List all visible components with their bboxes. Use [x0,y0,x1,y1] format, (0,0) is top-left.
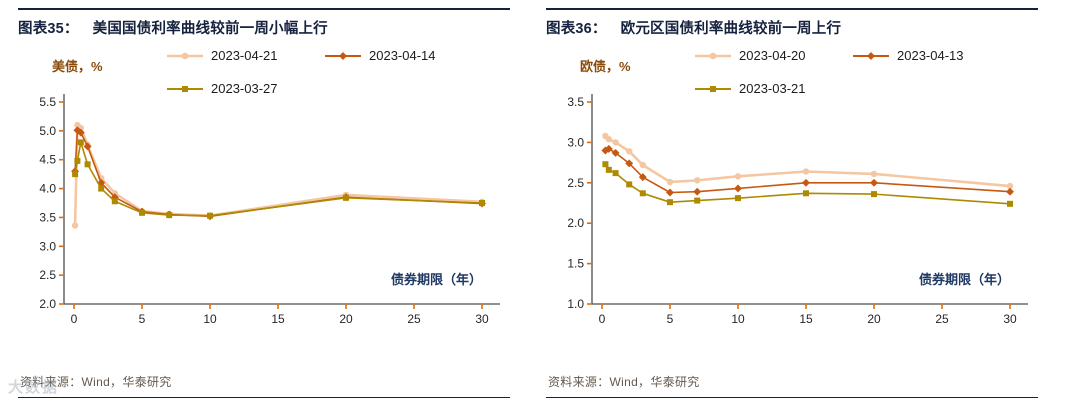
series-2023-03-27 [72,139,485,219]
svg-text:15: 15 [799,312,813,326]
chart-title-text: 美国国债利率曲线较前一周小幅上行 [92,21,328,37]
x-axis-ticks: 0 5 10 15 20 25 30 [599,304,1017,326]
x-axis-title: 债券期限（年） [391,272,482,287]
legend-item-2023-04-20: 2023-04-20 [694,48,852,63]
legend-label: 2023-04-20 [739,48,806,63]
legend-item-2023-03-21: 2023-03-21 [694,81,852,96]
us-yield-curve-plot: 2.0 2.5 3.0 3.5 4.0 4.5 5.0 5.5 0 5 10 15 20 25 30 债券期限… [39,94,500,326]
svg-text:5: 5 [667,312,674,326]
chart-area: 2.0 2.5 3.0 3.5 4.0 4.5 5.0 5.5 0 5 10 15 20 25 30 债券期限… [18,40,510,346]
svg-text:0: 0 [71,312,78,326]
legend-marker-icon [167,52,203,59]
chart-number-label: 图表35： [18,21,79,37]
legend: 2023-04-20 2023-04-13 2023-03-21 [694,48,1026,96]
svg-text:2.0: 2.0 [39,297,56,311]
legend-item-2023-04-14: 2023-04-14 [324,48,482,63]
svg-text:10: 10 [203,312,217,326]
svg-text:20: 20 [339,312,353,326]
series-2023-04-20 [602,132,1014,190]
svg-text:1.0: 1.0 [567,297,584,311]
legend-marker-icon [853,51,889,60]
svg-text:4.5: 4.5 [39,153,56,167]
svg-text:0: 0 [599,312,606,326]
y-axis-ticks: 1.0 1.5 2.0 2.5 3.0 3.5 [567,95,592,311]
legend-item-2023-04-21: 2023-04-21 [166,48,324,63]
legend-marker-icon [167,85,203,92]
legend-item-2023-03-27: 2023-03-27 [166,81,324,96]
eurozone-chart-panel: 图表36： 欧元区国债利率曲线较前一周上行 1.0 1.5 2.0 2.5 3.0 3.5 0… [546,8,1038,398]
x-axis-ticks: 0 5 10 15 20 25 30 [71,304,489,326]
y-axis-ticks: 2.0 2.5 3.0 3.5 4.0 4.5 5.0 5.5 [39,95,64,311]
legend-label: 2023-04-13 [897,48,964,63]
chart-title: 图表35： 美国国债利率曲线较前一周小幅上行 [18,10,510,38]
svg-text:5: 5 [139,312,146,326]
svg-text:25: 25 [935,312,949,326]
svg-text:3.5: 3.5 [39,210,56,224]
x-axis-title: 债券期限（年） [919,272,1010,287]
svg-text:5.5: 5.5 [39,95,56,109]
svg-text:4.0: 4.0 [39,182,56,196]
us-treasury-chart-panel: 图表35： 美国国债利率曲线较前一周小幅上行 2.0 2.5 3.0 3.5 4.0 4.5… [18,8,510,398]
svg-text:3.0: 3.0 [39,239,56,253]
svg-text:3.5: 3.5 [567,95,584,109]
svg-text:25: 25 [407,312,421,326]
svg-text:2.5: 2.5 [567,176,584,190]
legend-label: 2023-03-27 [211,81,278,96]
legend-item-2023-04-13: 2023-04-13 [852,48,1010,63]
y-axis-title: 欧债，% [580,59,631,74]
svg-text:2.5: 2.5 [39,268,56,282]
svg-text:15: 15 [271,312,285,326]
chart-title: 图表36： 欧元区国债利率曲线较前一周上行 [546,10,1038,38]
legend-marker-icon [695,85,731,92]
svg-text:10: 10 [731,312,745,326]
series-2023-04-21 [71,121,486,229]
chart-number-label: 图表36： [546,21,607,37]
svg-text:20: 20 [867,312,881,326]
chart-area: 1.0 1.5 2.0 2.5 3.0 3.5 0 5 10 15 20 25 30 债券期限（年） 欧债… [546,40,1038,346]
axes [63,94,500,305]
legend-label: 2023-04-21 [211,48,278,63]
legend-label: 2023-04-14 [369,48,436,63]
svg-text:2.0: 2.0 [567,216,584,230]
legend: 2023-04-21 2023-04-14 2023-03-27 [166,48,498,96]
series-2023-03-21 [602,161,1013,207]
source-note: 资料来源：Wind，华泰研究 [548,375,700,389]
source-note: 资料来源：Wind，华泰研究 [20,375,172,389]
legend-label: 2023-03-21 [739,81,806,96]
svg-text:5.0: 5.0 [39,124,56,138]
svg-text:30: 30 [1003,312,1017,326]
legend-marker-icon [695,52,731,59]
chart-title-text: 欧元区国债利率曲线较前一周上行 [620,21,842,37]
legend-marker-icon [325,51,361,60]
svg-text:1.5: 1.5 [567,257,584,271]
eurozone-yield-curve-plot: 1.0 1.5 2.0 2.5 3.0 3.5 0 5 10 15 20 25 30 债券期限（年） [567,94,1028,326]
y-axis-title: 美债，% [52,59,103,74]
svg-text:30: 30 [475,312,489,326]
svg-text:3.0: 3.0 [567,135,584,149]
axes [591,94,1028,305]
